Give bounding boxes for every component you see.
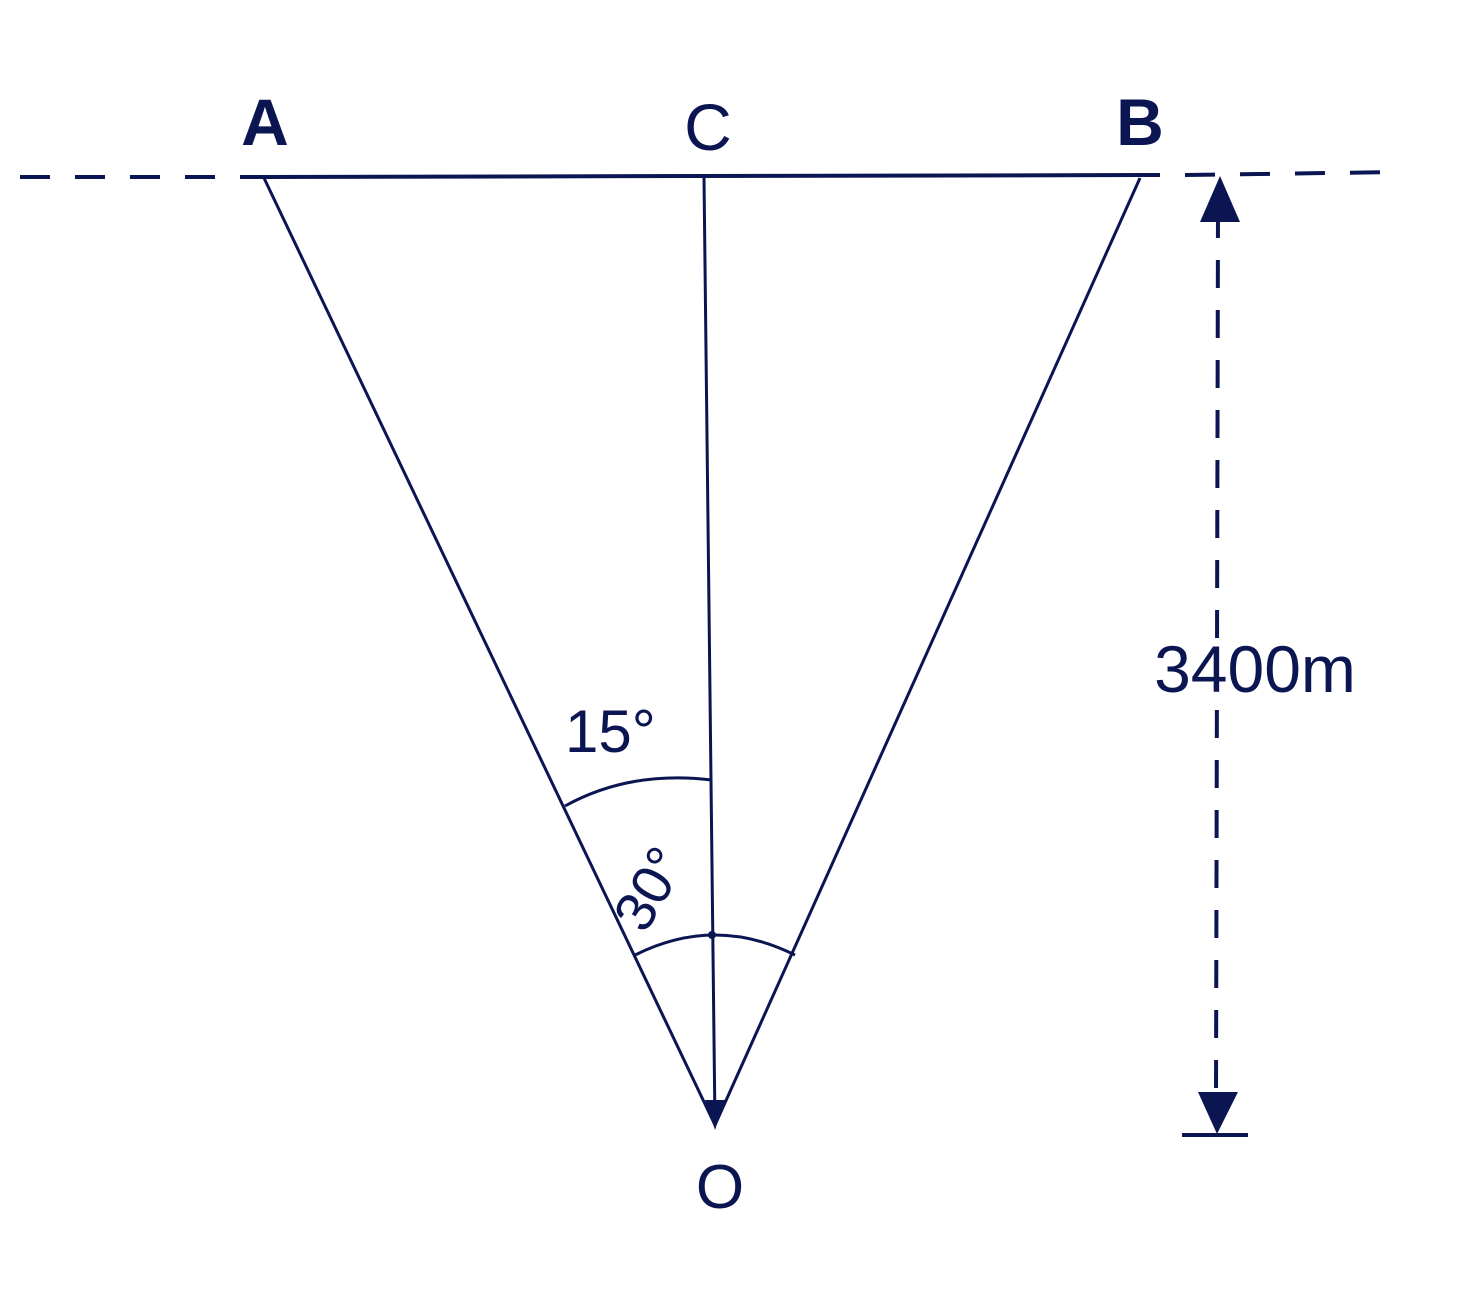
arc-15-degrees [564,776,713,808]
line-OB [713,177,1142,1126]
line-OA [262,177,717,1126]
arrow-down-dimension-icon [1198,1092,1238,1134]
point-C-dot [708,931,716,939]
label-C: C [684,90,732,164]
angle-15-label: 15° [565,698,656,765]
arc-30-degrees [634,933,796,957]
arrow-down-icon [705,1100,725,1130]
height-label: 3400m [1154,632,1356,706]
label-O: O [696,1153,744,1222]
label-B: B [1116,85,1164,159]
line-OC [702,177,717,1126]
horizon-dashed-right [1184,170,1401,177]
label-A: A [241,85,289,159]
line-AB [261,173,1161,179]
angle-30-label: 30° [601,836,698,941]
arrow-up-icon [1200,176,1240,222]
